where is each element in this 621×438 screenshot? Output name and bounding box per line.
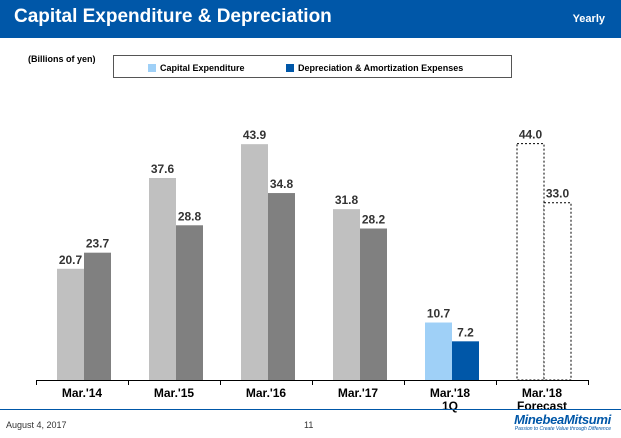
legend-label-capex: Capital Expenditure [160, 62, 245, 73]
capex-bar-3 [333, 209, 360, 380]
depreciation-bar-1 [176, 225, 203, 380]
depreciation-bar-5 [543, 202, 572, 381]
header-bar: Capital Expenditure & Depreciation Yearl… [0, 0, 621, 38]
capex-value-label-3: 31.8 [335, 193, 359, 207]
category-label-5: Mar.'18 [522, 386, 563, 400]
footer-date: August 4, 2017 [6, 420, 67, 430]
page-title: Capital Expenditure & Depreciation [14, 6, 332, 27]
category-label-0: Mar.'14 [62, 386, 103, 400]
capex-value-label-2: 43.9 [243, 128, 267, 142]
legend-swatch-depreciation [286, 63, 294, 72]
depreciation-value-label-4: 7.2 [457, 325, 474, 339]
page-number: 11 [304, 420, 314, 430]
depreciation-bar-0 [84, 252, 111, 380]
legend-label-depreciation: Depreciation & Amortization Expenses [298, 62, 464, 73]
logo-tagline: Passion to Create Value through Differen… [514, 426, 611, 432]
depreciation-value-label-1: 28.8 [178, 209, 202, 223]
capex-bar-2 [241, 144, 268, 380]
capex-value-label-1: 37.6 [151, 162, 175, 176]
period-label: Yearly [572, 13, 605, 25]
category-label-1: Mar.'15 [154, 386, 195, 400]
chart-legend: Capital Expenditure Depreciation & Amort… [113, 55, 512, 78]
unit-label: (Billions of yen) [28, 54, 96, 64]
depreciation-value-label-0: 23.7 [86, 237, 110, 251]
depreciation-bar-4 [452, 341, 479, 380]
depreciation-value-label-5: 33.0 [546, 187, 570, 201]
depreciation-value-label-3: 28.2 [362, 213, 386, 227]
capex-value-label-4: 10.7 [427, 307, 451, 321]
logo-name: MinebeaMitsumi [514, 412, 611, 427]
category-label-3: Mar.'17 [338, 386, 379, 400]
capex-bar-0 [57, 268, 84, 380]
legend-item-depreciation: Depreciation & Amortization Expenses [286, 62, 463, 73]
category-label-2: Mar.'16 [246, 386, 287, 400]
depreciation-bar-2 [268, 193, 295, 380]
legend-item-capex: Capital Expenditure [148, 62, 245, 73]
capex-bar-5 [516, 143, 545, 381]
depreciation-bar-3 [360, 228, 387, 380]
category-label-4: 1Q [442, 399, 458, 413]
company-logo: MinebeaMitsumi Passion to Create Value t… [514, 412, 611, 432]
depreciation-value-label-2: 34.8 [270, 177, 294, 191]
category-label-4: Mar.'18 [430, 386, 471, 400]
capex-value-label-5: 44.0 [519, 128, 543, 142]
footer-divider [0, 409, 621, 410]
capex-bar-1 [149, 178, 176, 380]
capex-value-label-0: 20.7 [59, 253, 83, 267]
legend-swatch-capex [148, 63, 156, 72]
category-label-5: Forecast [517, 399, 567, 413]
capex-bar-4 [425, 322, 452, 380]
